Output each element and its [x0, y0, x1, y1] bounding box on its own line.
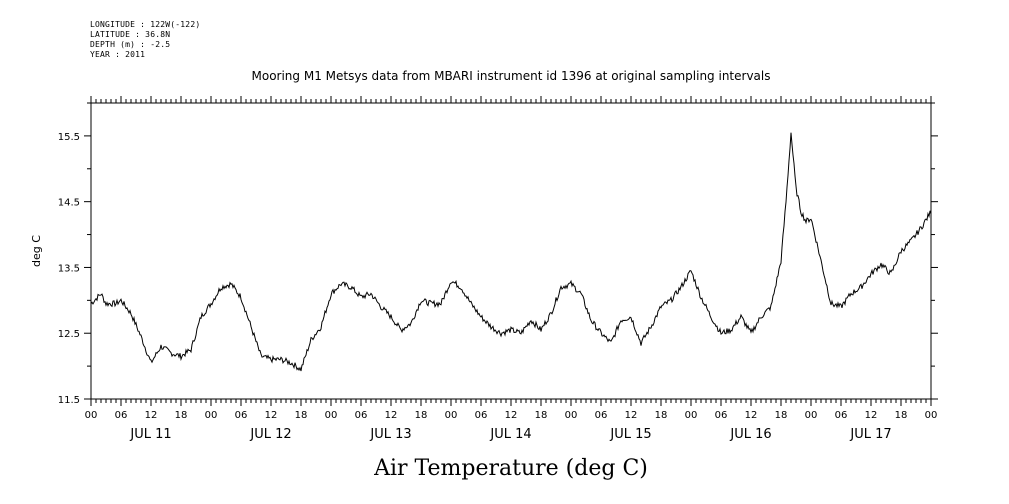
day-label: JUL 11 — [129, 427, 171, 442]
day-label: JUL 15 — [609, 427, 651, 442]
x-tick-label: 18 — [895, 410, 908, 421]
day-label: JUL 13 — [369, 427, 411, 442]
x-tick-label: 00 — [925, 410, 938, 421]
x-tick-label: 18 — [295, 410, 308, 421]
x-tick-label: 06 — [115, 410, 128, 421]
y-tick-label: 12.5 — [58, 329, 80, 340]
y-tick-label: 13.5 — [58, 263, 80, 274]
x-tick-label: 00 — [685, 410, 698, 421]
x-tick-label: 12 — [265, 410, 278, 421]
longitude-label: LONGITUDE : 122W(-122) — [90, 20, 201, 29]
x-tick-label: 12 — [145, 410, 158, 421]
x-tick-label: 12 — [625, 410, 638, 421]
metadata-block: LONGITUDE : 122W(-122) LATITUDE : 36.8N … — [90, 20, 200, 60]
x-tick-label: 06 — [595, 410, 608, 421]
x-tick-label: 00 — [565, 410, 578, 421]
x-tick-label: 12 — [505, 410, 518, 421]
day-label: JUL 12 — [249, 427, 291, 442]
latitude-label: LATITUDE : 36.8N — [90, 30, 171, 39]
x-tick-label: 12 — [385, 410, 398, 421]
axis-ticks — [84, 96, 938, 406]
y-axis-label: deg C — [30, 235, 43, 267]
x-axis-label: Air Temperature (deg C) — [373, 456, 648, 481]
x-tick-label: 06 — [475, 410, 488, 421]
x-tick-label: 18 — [175, 410, 188, 421]
day-label: JUL 17 — [849, 427, 891, 442]
x-tick-label: 00 — [85, 410, 98, 421]
chart-title: Mooring M1 Metsys data from MBARI instru… — [252, 69, 771, 83]
y-tick-label: 15.5 — [58, 132, 80, 143]
plot-frame — [90, 102, 932, 400]
y-tick-label: 14.5 — [58, 198, 80, 209]
x-tick-label: 00 — [445, 410, 458, 421]
x-tick-label: 00 — [805, 410, 818, 421]
x-tick-label: 18 — [775, 410, 788, 421]
x-tick-label: 18 — [655, 410, 668, 421]
depth-label: DEPTH (m) : -2.5 — [90, 40, 171, 49]
day-label: JUL 16 — [729, 427, 771, 442]
x-tick-label: 06 — [835, 410, 848, 421]
x-tick-label: 06 — [235, 410, 248, 421]
day-label: JUL 14 — [489, 427, 531, 442]
x-tick-label: 06 — [355, 410, 368, 421]
x-tick-label: 06 — [715, 410, 728, 421]
axis-tick-labels: 00 06 12 18 00 06 12 18 00 06 12 18 00 06 12 18 00 06 12 18… — [58, 132, 938, 442]
y-tick-label: 11.5 — [58, 395, 80, 406]
x-tick-label: 12 — [745, 410, 758, 421]
x-tick-label: 18 — [415, 410, 428, 421]
series-line — [90, 132, 932, 372]
x-tick-label: 12 — [865, 410, 878, 421]
x-tick-label: 18 — [535, 410, 548, 421]
year-label: YEAR : 2011 — [90, 50, 146, 59]
x-tick-label: 00 — [205, 410, 218, 421]
x-tick-label: 00 — [325, 410, 338, 421]
